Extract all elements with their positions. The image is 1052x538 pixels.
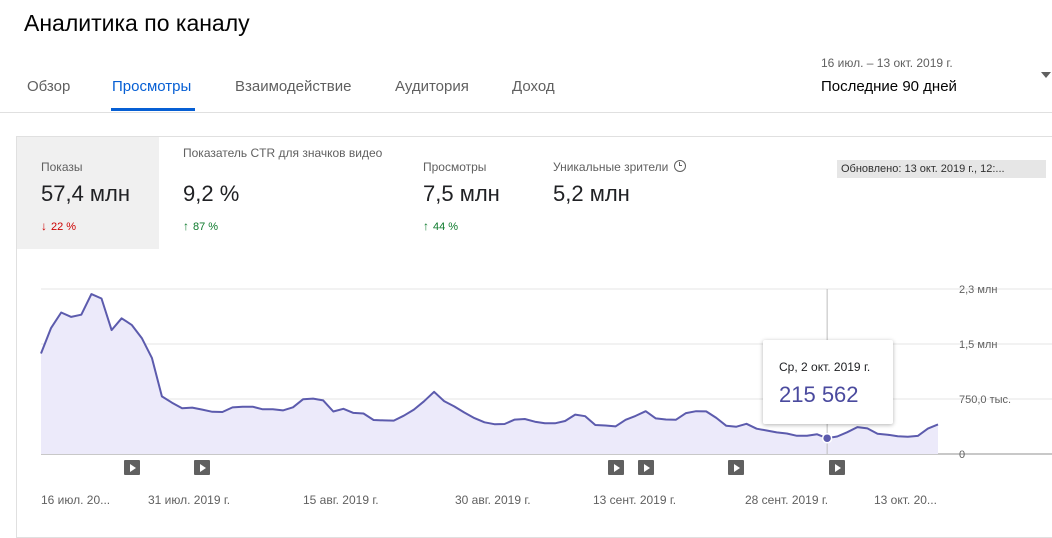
metric-value: 9,2 % [183, 181, 240, 206]
tab-views[interactable]: Просмотры [112, 78, 192, 95]
metric-value: 5,2 млн [553, 181, 630, 206]
arrow-up-icon: ↑ [423, 219, 429, 233]
date-range-label: Последние 90 дней [821, 78, 957, 95]
x-tick-label: 30 авг. 2019 г. [455, 493, 531, 507]
y-tick-label: 0 [959, 449, 965, 461]
tab-overview[interactable]: Обзор [27, 78, 71, 95]
series-line [40, 293, 939, 440]
analytics-card: Показы 57,4 млн ↓ 22 % Показатель CTR для… [16, 136, 1052, 538]
chevron-down-icon [1041, 72, 1051, 78]
arrow-down-icon: ↓ [41, 219, 47, 233]
metric-impressions[interactable]: Показы 57,4 млн ↓ 22 % [17, 137, 159, 249]
x-tick-label: 13 сент. 2019 г. [593, 493, 676, 507]
metric-views[interactable]: Просмотры 7,5 млн ↑ 44 % [399, 137, 529, 249]
hover-point[interactable] [821, 432, 833, 444]
impressions-chart[interactable]: 2,3 млн 1,5 млн 750,0 тыс. 0 16 июл. 20... 3… [0, 0, 1052, 525]
x-tick-label: 13 окт. 20... [874, 493, 937, 507]
metric-label: Показы [41, 160, 83, 174]
x-tick-label: 16 июл. 20... [41, 493, 110, 507]
active-tab-indicator [111, 108, 195, 111]
metric-delta: ↑ 44 % [423, 219, 459, 233]
video-marker-play-icon[interactable] [123, 460, 140, 475]
y-tick-label: 2,3 млн [959, 284, 997, 296]
y-tick-label: 750,0 тыс. [959, 394, 1011, 406]
video-marker-play-icon[interactable] [194, 460, 211, 475]
date-range-dates: 16 июл. – 13 окт. 2019 г. [821, 56, 953, 70]
tooltip-date: Ср, 2 окт. 2019 г. [779, 360, 871, 374]
tab-audience[interactable]: Аудитория [395, 78, 469, 95]
x-tick-label: 28 сент. 2019 г. [745, 493, 828, 507]
arrow-up-icon: ↑ [183, 219, 189, 233]
metric-label: Показатель CTR для значков видео [183, 146, 383, 160]
x-tick-label: 31 июл. 2019 г. [148, 493, 230, 507]
updated-badge: Обновлено: 13 окт. 2019 г., 12:... [837, 160, 1046, 178]
x-tick-label: 15 авг. 2019 г. [303, 493, 379, 507]
metric-unique-viewers[interactable]: Уникальные зрители 5,2 млн [529, 137, 729, 249]
video-marker-play-icon[interactable] [637, 460, 654, 475]
metric-value: 57,4 млн [41, 181, 131, 206]
chart-tooltip: Ср, 2 окт. 2019 г. 215 562 [763, 340, 893, 424]
video-marker-play-icon[interactable] [728, 460, 745, 475]
date-range-selector[interactable]: 16 июл. – 13 окт. 2019 г. Последние 90 д… [821, 56, 1051, 101]
metric-value: 7,5 млн [423, 181, 500, 206]
tab-engagement[interactable]: Взаимодействие [235, 78, 352, 95]
tab-revenue[interactable]: Доход [512, 78, 555, 95]
tab-bar: Обзор Просмотры Взаимодействие Аудитория… [0, 60, 1052, 113]
y-tick-label: 1,5 млн [959, 339, 997, 351]
metric-label: Просмотры [423, 160, 487, 174]
metric-delta: ↓ 22 % [41, 219, 77, 233]
metric-label: Уникальные зрители [553, 159, 687, 175]
series-area [41, 294, 938, 454]
metric-ctr[interactable]: Показатель CTR для значков видео 9,2 % ↑… [159, 137, 389, 249]
metric-delta: ↑ 87 % [183, 219, 219, 233]
video-marker-play-icon[interactable] [607, 460, 624, 475]
clock-icon [674, 160, 687, 172]
video-marker-play-icon[interactable] [829, 460, 846, 475]
tooltip-value: 215 562 [779, 382, 859, 407]
page-title: Аналитика по каналу [24, 10, 250, 36]
